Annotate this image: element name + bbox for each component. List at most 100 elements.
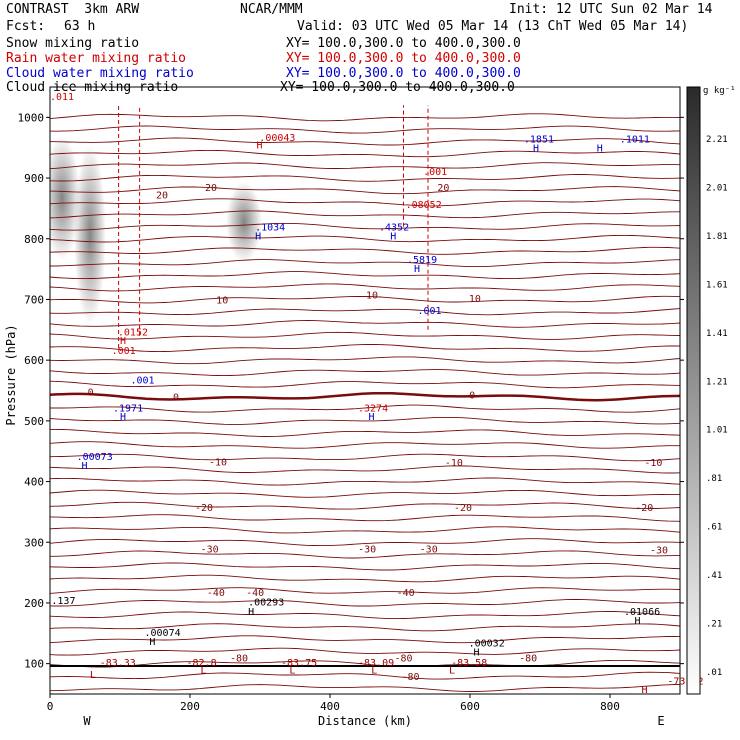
extremum-value-label: .5819 (407, 255, 437, 266)
extremum-marker: H (533, 144, 539, 155)
colorbar-label: 1.41 (706, 329, 728, 339)
temperature-label: -80 (394, 654, 412, 665)
temperature-contour (50, 283, 680, 292)
temperature-contour (50, 514, 680, 522)
extremum-marker: H (82, 461, 88, 472)
extremum-marker: L (289, 666, 295, 677)
x-axis-title: Distance (km) (318, 714, 412, 728)
colorbar-label: 1.81 (706, 232, 728, 242)
field-snow-name: Snow mixing ratio (6, 36, 140, 51)
y-tick-label: 700 (24, 293, 44, 306)
y-tick-label: 100 (24, 658, 44, 671)
extremum-marker: H (635, 616, 641, 627)
temperature-label: -30 (201, 544, 219, 555)
temperature-contour (50, 113, 680, 122)
temperature-label: 0 (469, 391, 475, 402)
extremum-value-label: .1011 (620, 135, 650, 146)
colorbar-label: .01 (706, 668, 722, 678)
temperature-contour (50, 465, 680, 474)
extremum-marker: L (449, 666, 455, 677)
colorbar-ramp (686, 86, 701, 695)
extremum-marker: H (597, 144, 603, 155)
colorbar-label: .61 (706, 523, 722, 533)
temperature-contour (50, 198, 680, 207)
colorbar-label: 1.61 (706, 280, 728, 290)
field-snow-xy: XY= 100.0,300.0 to 400.0,300.0 (286, 36, 521, 51)
temperature-contour (50, 683, 680, 692)
field-rain-xy: XY= 100.0,300.0 to 400.0,300.0 (286, 51, 521, 66)
temperature-label: -10 (445, 458, 463, 469)
extremum-value-label: -83.75 (281, 658, 317, 669)
extremum-value-label: .4352 (379, 223, 409, 234)
temperature-contour (50, 526, 680, 534)
x-tick-label: 600 (460, 700, 480, 713)
temperature-contour (50, 356, 680, 365)
temperature-label: -20 (454, 503, 472, 514)
temperature-contour (50, 599, 680, 607)
temperature-contour (50, 295, 680, 304)
fcst-label: Fcst: (6, 19, 46, 34)
temperature-contour (50, 369, 680, 377)
extremum-value-label: .001 (112, 346, 136, 357)
x-tick-label: 0 (47, 700, 54, 713)
temperature-label: -20 (195, 503, 213, 514)
temperature-label: 20 (437, 183, 449, 194)
y-tick-label: 1000 (18, 111, 45, 124)
temperature-contour (50, 246, 680, 255)
temperature-contour (50, 391, 680, 402)
temperature-contour (50, 489, 680, 498)
extremum-marker: H (120, 412, 126, 423)
extremum-marker: H (149, 637, 155, 648)
extremum-value-label: -83.09 (358, 658, 394, 669)
x-tick-label: 400 (320, 700, 340, 713)
extremum-marker: H (414, 264, 420, 275)
plot-frame (49, 86, 681, 695)
temperature-contour (50, 271, 680, 280)
extremum-value-label: .00073 (77, 452, 113, 463)
extremum-value-label: .011 (50, 92, 74, 103)
temperature-label: -30 (420, 544, 438, 555)
temperature-contour (50, 259, 680, 268)
extremum-marker: H (257, 141, 263, 152)
field-cloud-water-xy: XY= 100.0,300.0 to 400.0,300.0 (286, 66, 521, 81)
fcst-value: 63 h (64, 19, 96, 34)
temperature-contour (50, 137, 680, 146)
temperature-contour (50, 416, 680, 425)
extremum-marker: H (369, 412, 375, 423)
extremum-marker: H (642, 685, 648, 696)
y-tick-label: 500 (24, 415, 44, 428)
snow-shading-3 (226, 182, 262, 262)
temperature-label: 20 (156, 190, 168, 201)
extremum-marker: H (390, 232, 396, 243)
temperature-label: -40 (397, 588, 415, 599)
extremum-value-label: -73.32 (667, 677, 703, 688)
extremum-value-label: .00293 (248, 598, 284, 609)
init-time: Init: 12 UTC Sun 02 Mar 14 (509, 2, 713, 17)
temperature-contour (50, 671, 680, 680)
y-tick-label: 900 (24, 172, 44, 185)
temperature-contour (50, 234, 680, 243)
extremum-value-label: .3274 (358, 403, 388, 414)
x-tick-label: 200 (180, 700, 200, 713)
temperature-contour (50, 149, 680, 158)
colorbar-label: .21 (706, 620, 722, 630)
temperature-label: -30 (358, 544, 376, 555)
extremum-marker: H (120, 336, 126, 347)
temperature-contour (50, 380, 680, 389)
colorbar-label: .81 (706, 474, 722, 484)
temperature-label: -80 (230, 654, 248, 665)
y-tick-label: 200 (24, 597, 44, 610)
extremum-marker: H (248, 607, 254, 618)
temperature-contour (50, 428, 680, 437)
temperature-contour (50, 404, 680, 413)
temperature-contour (50, 162, 680, 170)
colorbar-label: 2.21 (706, 135, 728, 145)
model-title: CONTRAST 3km ARW (6, 2, 140, 17)
temperature-label: -10 (209, 458, 227, 469)
extremum-value-label: .00074 (145, 628, 181, 639)
extremum-value-label: .001 (423, 167, 447, 178)
extremum-value-label: -82.8 (187, 658, 217, 669)
temperature-label: 0 (173, 393, 179, 404)
extremum-value-label: .1034 (255, 223, 285, 234)
